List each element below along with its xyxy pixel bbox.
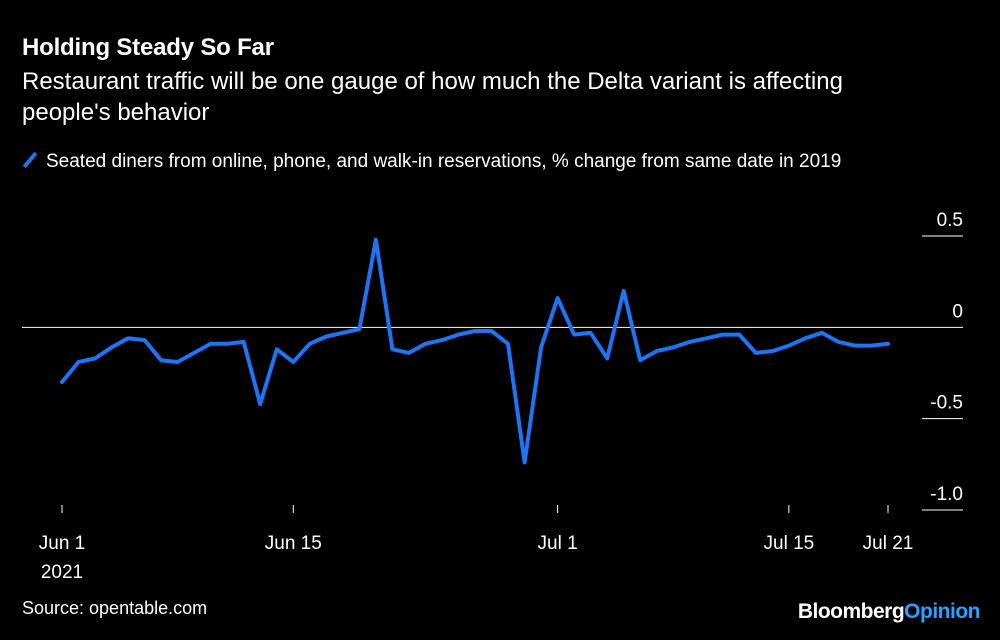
y-tick-label: 0.5 (937, 210, 963, 231)
y-tick-label: -1.0 (930, 484, 963, 505)
brand-logo: BloombergOpinion (797, 600, 981, 624)
series-layer (60, 237, 890, 465)
legend-label: Seated diners from online, phone, and wa… (46, 151, 842, 172)
chart-title: Holding Steady So Far (22, 34, 274, 61)
x-tick-label: Jun 1 (39, 533, 85, 554)
y-tick-label: 0 (952, 301, 963, 322)
x-tick-label: Jul 15 (764, 533, 815, 554)
x-tick-label: Jul 21 (863, 533, 914, 554)
x-axis: Jun 1 2021 Jun 15 Jul 1 Jul 15 Jul 21 (39, 505, 914, 583)
y-tick-label: -0.5 (930, 393, 963, 414)
x-tick-sublabel: 2021 (41, 562, 83, 583)
chart-subtitle: Restaurant traffic will be one gauge of … (22, 68, 843, 126)
series-line (60, 237, 890, 465)
x-tick-label: Jun 15 (265, 533, 322, 554)
x-tick-label: Jul 1 (538, 533, 578, 554)
brand-main: Bloomberg (797, 600, 905, 623)
y-axis: 0.5 0 -0.5 -1.0 (22, 210, 963, 511)
brand-accent: Opinion (904, 600, 980, 623)
legend: Seated diners from online, phone, and wa… (22, 148, 952, 176)
source-note: Source: opentable.com (22, 598, 208, 618)
